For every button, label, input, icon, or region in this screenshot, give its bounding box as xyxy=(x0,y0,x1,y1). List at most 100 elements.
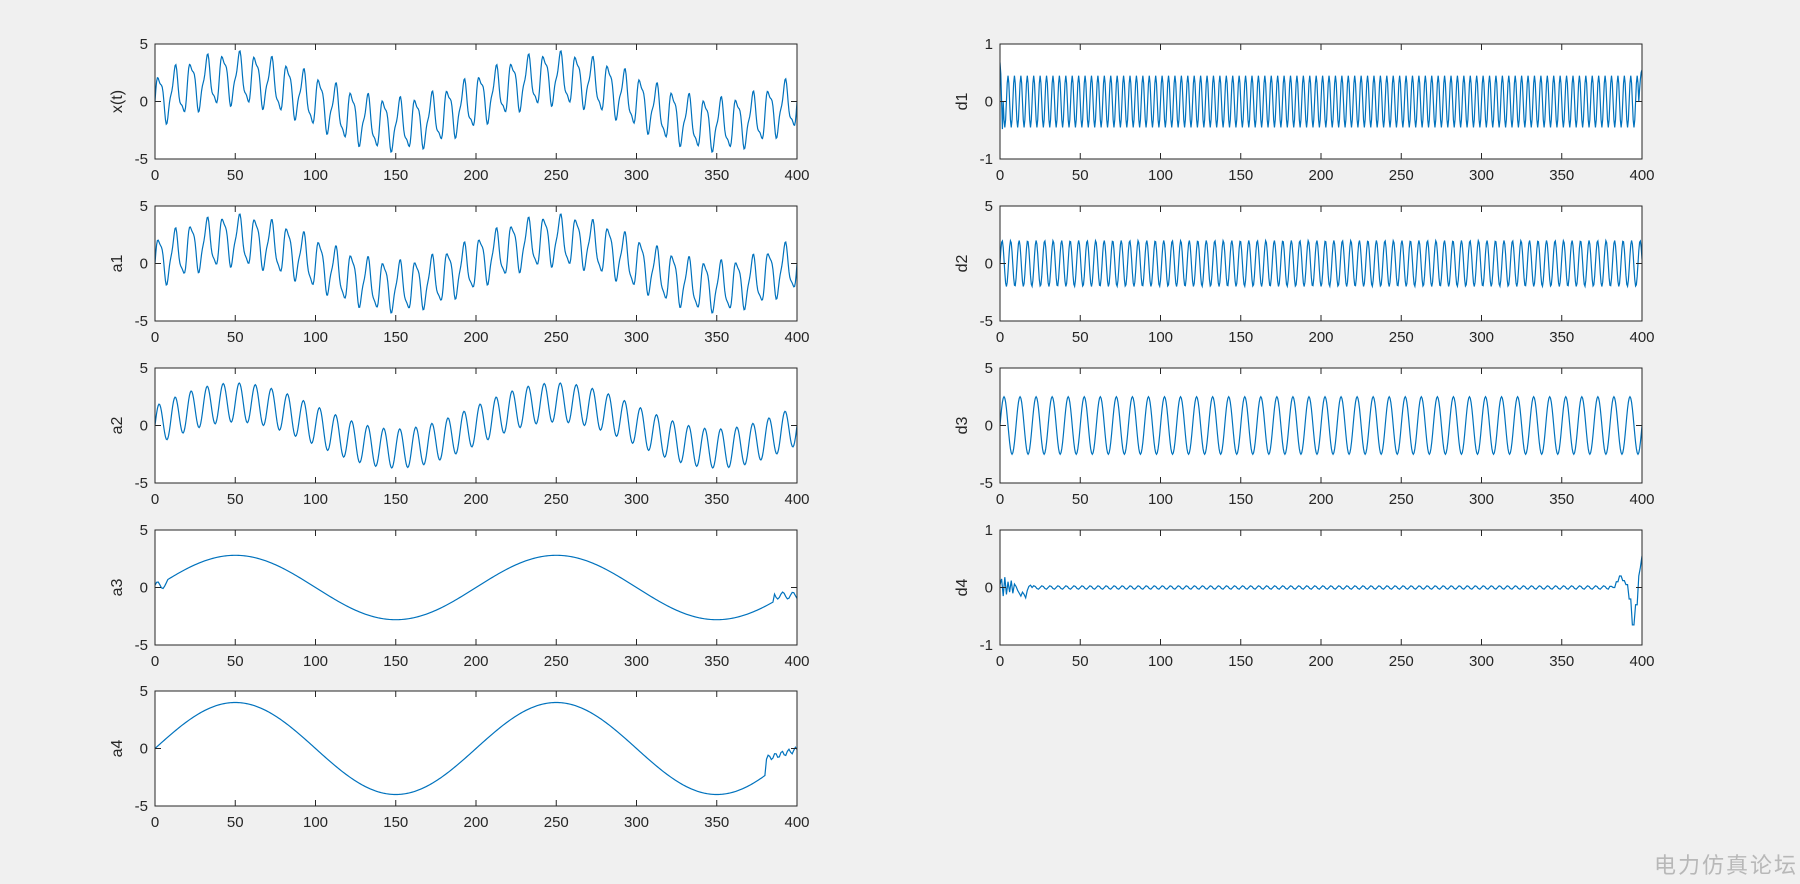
y-tick-label: 5 xyxy=(985,360,993,377)
x-tick-label: 100 xyxy=(303,491,328,508)
y-axis-label: d2 xyxy=(954,255,971,273)
x-tick-label: 150 xyxy=(383,167,408,184)
x-tick-label: 300 xyxy=(624,329,649,346)
y-tick-label: 0 xyxy=(140,741,148,758)
x-tick-label: 0 xyxy=(996,491,1004,508)
x-tick-label: 200 xyxy=(463,167,488,184)
x-tick-label: 150 xyxy=(383,814,408,831)
x-tick-label: 400 xyxy=(784,653,809,670)
x-tick-label: 50 xyxy=(227,167,244,184)
x-tick-label: 100 xyxy=(1148,653,1173,670)
x-tick-label: 0 xyxy=(996,167,1004,184)
x-tick-label: 300 xyxy=(624,814,649,831)
x-tick-label: 250 xyxy=(544,329,569,346)
x-tick-label: 350 xyxy=(1549,167,1574,184)
y-tick-label: 5 xyxy=(140,360,148,377)
x-tick-label: 0 xyxy=(151,167,159,184)
y-tick-label: -5 xyxy=(135,313,148,330)
x-tick-label: 0 xyxy=(996,329,1004,346)
y-axis-label: x(t) xyxy=(109,90,126,113)
x-tick-label: 0 xyxy=(151,653,159,670)
x-tick-label: 400 xyxy=(1629,653,1654,670)
x-tick-label: 100 xyxy=(1148,329,1173,346)
y-axis-label: d4 xyxy=(954,579,971,597)
x-tick-label: 100 xyxy=(1148,167,1173,184)
y-tick-label: -5 xyxy=(135,475,148,492)
x-tick-label: 100 xyxy=(303,329,328,346)
y-axis-label: d3 xyxy=(954,417,971,435)
y-tick-label: -1 xyxy=(980,151,993,168)
x-tick-label: 250 xyxy=(1389,653,1414,670)
x-tick-label: 350 xyxy=(704,329,729,346)
y-tick-label: 1 xyxy=(985,522,993,539)
series-line xyxy=(155,213,797,314)
y-tick-label: 5 xyxy=(140,36,148,53)
y-tick-label: 5 xyxy=(140,522,148,539)
y-tick-label: 0 xyxy=(140,94,148,111)
x-tick-label: 300 xyxy=(1469,167,1494,184)
x-tick-label: 350 xyxy=(704,814,729,831)
x-tick-label: 50 xyxy=(1072,167,1089,184)
x-tick-label: 50 xyxy=(1072,653,1089,670)
x-tick-label: 250 xyxy=(544,814,569,831)
y-tick-label: -5 xyxy=(980,475,993,492)
y-tick-label: -5 xyxy=(135,151,148,168)
x-tick-label: 150 xyxy=(1228,167,1253,184)
x-tick-label: 150 xyxy=(383,653,408,670)
x-tick-label: 350 xyxy=(704,653,729,670)
y-tick-label: 0 xyxy=(140,256,148,273)
x-tick-label: 350 xyxy=(704,491,729,508)
x-tick-label: 300 xyxy=(624,167,649,184)
series-line xyxy=(1000,555,1642,626)
y-tick-label: 5 xyxy=(140,683,148,700)
x-tick-label: 250 xyxy=(544,491,569,508)
x-tick-label: 250 xyxy=(1389,167,1414,184)
y-tick-label: -1 xyxy=(980,637,993,654)
x-tick-label: 350 xyxy=(1549,491,1574,508)
x-tick-label: 200 xyxy=(463,653,488,670)
x-tick-label: 400 xyxy=(784,167,809,184)
x-tick-label: 0 xyxy=(151,329,159,346)
x-tick-label: 150 xyxy=(1228,491,1253,508)
x-tick-label: 300 xyxy=(624,491,649,508)
y-tick-label: -5 xyxy=(135,798,148,815)
series-line xyxy=(1000,395,1642,456)
x-tick-label: 100 xyxy=(1148,491,1173,508)
series-line xyxy=(1000,62,1642,130)
x-tick-label: 100 xyxy=(303,653,328,670)
x-tick-label: 150 xyxy=(383,329,408,346)
x-tick-label: 250 xyxy=(544,653,569,670)
x-tick-label: 150 xyxy=(1228,329,1253,346)
x-tick-label: 200 xyxy=(1308,653,1333,670)
y-axis-label: d1 xyxy=(954,93,971,111)
y-tick-label: -5 xyxy=(135,637,148,654)
y-tick-label: 0 xyxy=(985,94,993,111)
y-tick-label: 5 xyxy=(140,198,148,215)
y-tick-label: 0 xyxy=(985,418,993,435)
series-line xyxy=(155,554,797,621)
y-tick-label: 0 xyxy=(985,256,993,273)
x-tick-label: 150 xyxy=(383,491,408,508)
x-tick-label: 400 xyxy=(1629,329,1654,346)
x-tick-label: 250 xyxy=(1389,491,1414,508)
x-tick-label: 200 xyxy=(463,814,488,831)
series-line xyxy=(155,49,797,154)
x-tick-label: 400 xyxy=(784,814,809,831)
x-tick-label: 50 xyxy=(227,491,244,508)
x-tick-label: 200 xyxy=(1308,167,1333,184)
x-tick-label: 50 xyxy=(227,814,244,831)
y-axis-label: a3 xyxy=(109,579,126,597)
x-tick-label: 200 xyxy=(1308,491,1333,508)
y-axis-label: a1 xyxy=(109,255,126,273)
x-tick-label: 0 xyxy=(151,814,159,831)
x-tick-label: 250 xyxy=(1389,329,1414,346)
x-tick-label: 400 xyxy=(784,329,809,346)
